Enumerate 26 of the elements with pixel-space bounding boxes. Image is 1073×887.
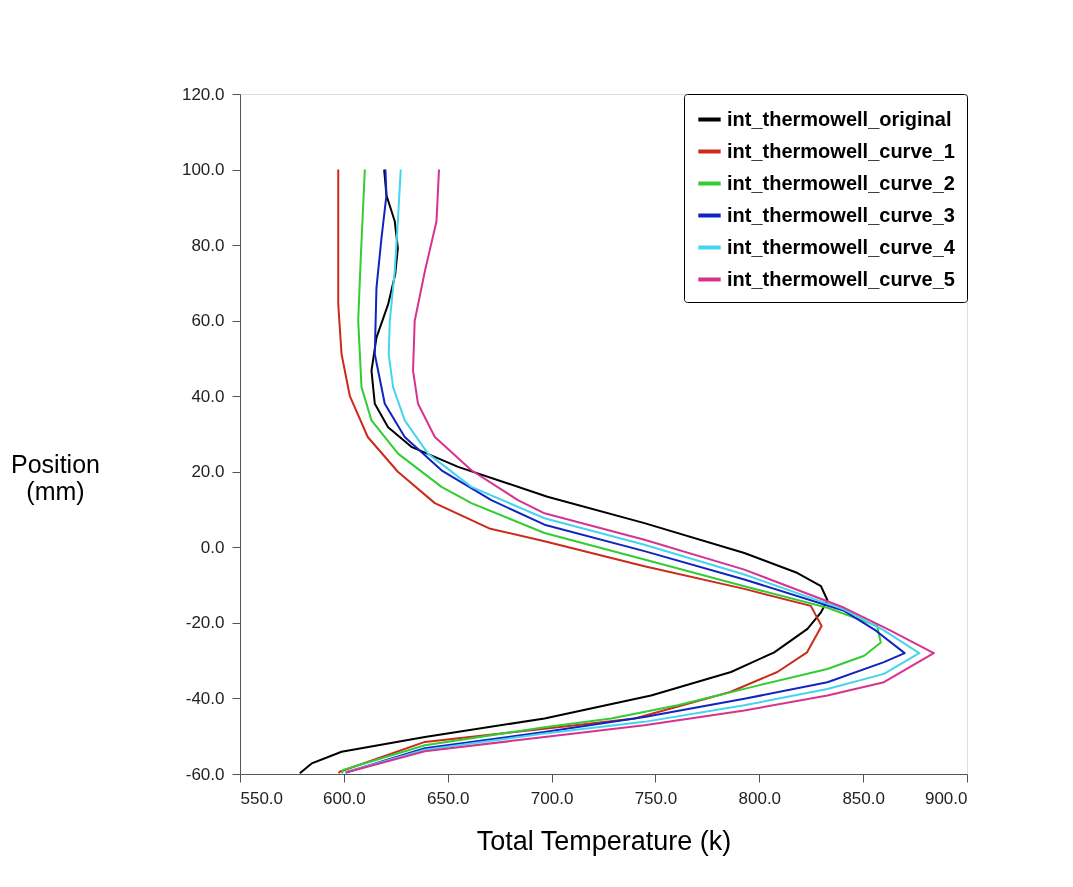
- x-tick-label: 750.0: [634, 788, 678, 808]
- y-tick-label: 0.0: [200, 537, 225, 557]
- y-tick-label: -20.0: [185, 613, 225, 633]
- x-tick-label: 800.0: [738, 788, 782, 808]
- legend-label: int_thermowell_curve_5: [727, 267, 955, 290]
- x-tick-label: 700.0: [530, 788, 574, 808]
- x-tick-label: 900.0: [924, 788, 968, 808]
- legend-label: int_thermowell_original: [727, 107, 952, 130]
- y-axis-title: Position (mm): [11, 449, 100, 505]
- y-tick-label: 100.0: [181, 160, 225, 180]
- legend-label: int_thermowell_curve_1: [727, 139, 955, 162]
- y-tick-label: 40.0: [191, 386, 225, 406]
- legend-label: int_thermowell_curve_2: [727, 171, 955, 194]
- y-tick-label: -40.0: [185, 688, 225, 708]
- x-tick-label: 600.0: [323, 788, 366, 808]
- y-tick-label: 60.0: [191, 311, 225, 331]
- x-tick-label: 650.0: [426, 788, 470, 808]
- y-tick-label: 80.0: [191, 235, 225, 255]
- legend-label: int_thermowell_curve_3: [727, 203, 955, 226]
- legend-label: int_thermowell_curve_4: [727, 235, 956, 258]
- x-tick-label: 850.0: [842, 788, 885, 808]
- y-tick-label: 120.0: [181, 84, 225, 104]
- x-axis-title: Total Temperature (k): [476, 825, 732, 856]
- x-tick-label: 550.0: [240, 788, 284, 808]
- y-tick-label: 20.0: [191, 462, 225, 482]
- y-tick-label: -60.0: [185, 764, 225, 784]
